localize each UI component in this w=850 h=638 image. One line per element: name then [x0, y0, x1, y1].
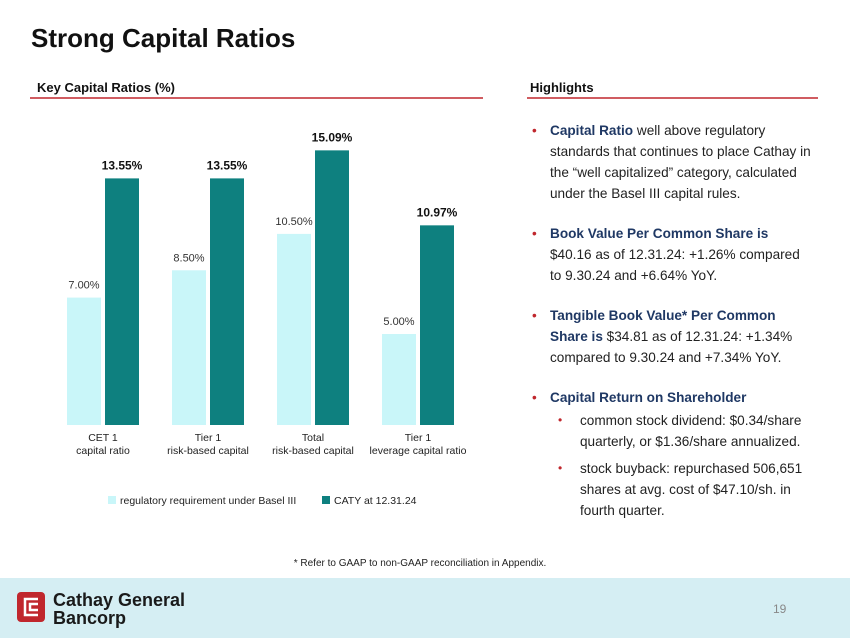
highlight-item: Book Value Per Common Share is $40.16 as…	[530, 223, 812, 286]
page-number: 19	[773, 602, 787, 616]
highlights: Capital Ratio well above regulatory stan…	[530, 120, 812, 540]
highlight-item: Capital Return on Shareholder common stoc…	[530, 387, 812, 521]
legend-swatch	[322, 496, 330, 504]
value-label: 15.09%	[312, 130, 353, 144]
highlight-text: $34.81 as of 12.31.24: +1.34% compared t…	[550, 329, 793, 365]
bar	[382, 334, 416, 425]
bar	[315, 150, 349, 425]
bar	[105, 178, 139, 425]
bar	[277, 233, 311, 425]
x-tick-label: Total risk-based capital	[272, 432, 354, 457]
x-tick-label: Tier 1 risk-based capital	[167, 432, 249, 457]
highlight-item: Tangible Book Value* Per Common Share is…	[530, 305, 812, 368]
value-label: 5.00%	[383, 316, 414, 328]
bar	[67, 297, 101, 425]
section-title: Highlights	[530, 80, 594, 95]
value-label: 13.55%	[102, 158, 143, 172]
highlight-heading: Capital Return on Shareholder	[550, 390, 747, 405]
sub-item: stock buyback: repurchased 506,651 share…	[550, 458, 812, 521]
legend-swatch	[108, 496, 116, 504]
chart-title: Key Capital Ratios (%)	[37, 80, 175, 95]
sub-item: common stock dividend: $0.34/share quart…	[550, 410, 812, 452]
value-label: 7.00%	[68, 280, 99, 292]
value-label: 8.50%	[173, 252, 204, 264]
highlight-item: Capital Ratio well above regulatory stan…	[530, 120, 812, 204]
highlight-text: well above regulatory standards that con…	[550, 123, 811, 201]
x-tick-label: Tier 1 leverage capital ratio	[369, 432, 467, 457]
highlight-heading: Capital Ratio	[550, 123, 634, 138]
slide-title: Strong Capital Ratios	[31, 23, 295, 53]
bar	[210, 178, 244, 425]
highlight-text: $40.16 as of 12.31.24: +1.26% compared t…	[550, 247, 800, 283]
highlight-heading: Book Value Per Common Share is	[550, 226, 769, 241]
value-label: 10.97%	[417, 205, 458, 219]
sub-item-text: stock buyback: repurchased 506,651 share…	[580, 461, 803, 518]
highlight-heading: Tangible Book Value* Per Common Share is	[550, 308, 776, 344]
footer-band	[0, 578, 850, 638]
legend-label: regulatory requirement under Basel III	[120, 495, 296, 507]
sub-item-text: common stock dividend: $0.34/share quart…	[580, 413, 802, 449]
legend-label: CATY at 12.31.24	[334, 495, 417, 507]
value-label: 13.55%	[207, 158, 248, 172]
logo-icon	[17, 592, 45, 622]
bar	[420, 225, 454, 425]
company-name: Cathay General	[53, 590, 185, 610]
bar	[172, 270, 206, 425]
x-tick-label: CET 1 capital ratio	[76, 432, 130, 457]
company-name: Bancorp	[53, 608, 126, 628]
footnote: * Refer to GAAP to non-GAAP reconciliati…	[294, 558, 547, 569]
value-label: 10.50%	[275, 216, 313, 228]
